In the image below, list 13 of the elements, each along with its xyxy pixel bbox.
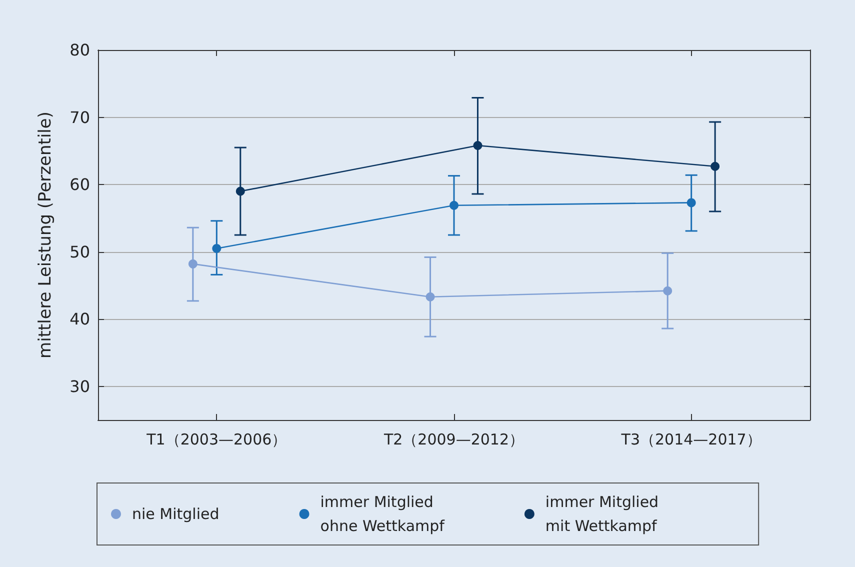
legend-label: nie Mitglied (132, 505, 220, 523)
y-axis-title: mittlere Leistung (Perzentile) (36, 112, 56, 358)
y-tick-label: 80 (70, 40, 90, 60)
x-tick-label: T2（2009—2012） (382, 430, 524, 448)
y-tick-label: 60 (70, 175, 90, 194)
y-tick-label: 40 (70, 310, 90, 329)
y-tick-label: 70 (70, 108, 90, 127)
y-tick-label: 50 (70, 242, 90, 262)
x-tick-label: T1（2003—2006） (146, 430, 287, 448)
x-tick-label: T3（2014—2017） (620, 430, 762, 448)
y-tick-label: 30 (70, 376, 90, 396)
legend-label: immer Mitglied ohne Wettkampf (320, 493, 446, 535)
legend-label: immer Mitglied mit Wettkampf (545, 493, 659, 535)
